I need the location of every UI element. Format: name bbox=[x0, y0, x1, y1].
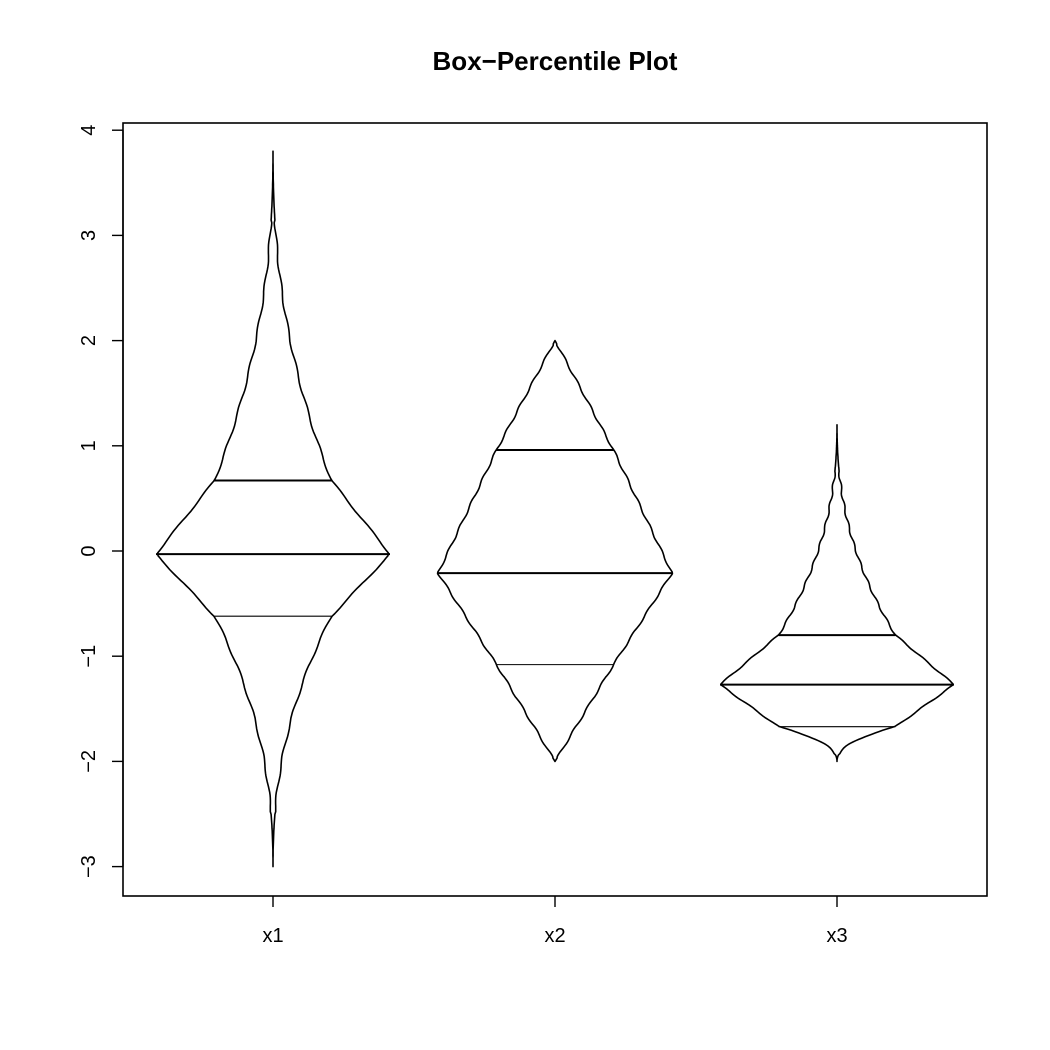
box-percentile-shape-x2 bbox=[436, 339, 674, 763]
box-percentile-shape-x1 bbox=[156, 150, 390, 868]
y-tick-label: 2 bbox=[78, 335, 100, 346]
x-tick-label-x2: x2 bbox=[544, 925, 565, 947]
y-tick-label: 0 bbox=[78, 545, 100, 556]
x-tick-label-x3: x3 bbox=[826, 925, 847, 947]
x-axis: x1 x2 x3 bbox=[262, 896, 848, 947]
y-tick-label: 3 bbox=[78, 230, 100, 241]
box-percentile-shapes bbox=[156, 150, 954, 868]
x-tick-label-x1: x1 bbox=[262, 925, 283, 947]
y-tick-label: −2 bbox=[78, 750, 100, 773]
box-percentile-shape-x3 bbox=[720, 424, 954, 763]
y-tick-label: −1 bbox=[78, 645, 100, 668]
y-tick-label: 4 bbox=[78, 125, 100, 136]
y-tick-label: 1 bbox=[78, 440, 100, 451]
y-tick-label: −3 bbox=[78, 855, 100, 878]
y-axis: −3 −2 −1 0 1 2 3 4 bbox=[78, 125, 124, 878]
chart-title: Box−Percentile Plot bbox=[433, 46, 678, 76]
plot-frame bbox=[122, 122, 988, 897]
